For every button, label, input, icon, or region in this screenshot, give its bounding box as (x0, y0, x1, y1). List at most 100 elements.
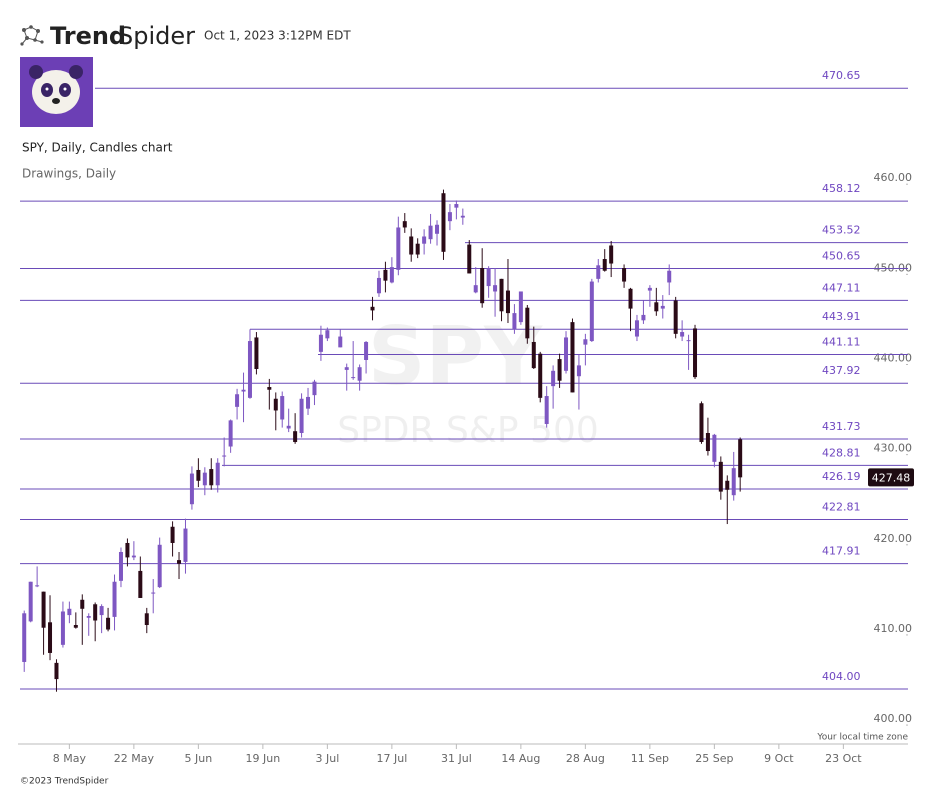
candle-body (131, 555, 136, 558)
candle-body (183, 528, 188, 562)
candle-body (118, 551, 123, 581)
candle-body (641, 314, 646, 321)
candle-body (28, 581, 33, 622)
candle-body (634, 320, 639, 337)
timestamp: Oct 1, 2023 3:12PM EDT (204, 29, 351, 43)
candle-body (686, 340, 691, 342)
candle-body (344, 367, 349, 370)
candle-body (673, 300, 678, 334)
candle-body (705, 433, 710, 452)
candle-body (189, 473, 194, 505)
candle-body (202, 472, 207, 486)
candle-body (531, 341, 536, 369)
candle-body (222, 455, 227, 457)
level-label: 447.11 (822, 281, 861, 294)
candle-body (267, 387, 272, 390)
candle-body (254, 337, 259, 369)
candle-body (460, 215, 465, 218)
candle-body (383, 269, 388, 281)
candle-body (589, 281, 594, 342)
candle-body (422, 236, 427, 244)
candle-body (428, 225, 433, 240)
candle-body (415, 243, 420, 255)
candle-body (80, 599, 85, 609)
candle-body (409, 236, 414, 255)
candle-body (680, 332, 685, 337)
candle-body (370, 306, 375, 311)
x-tick-label: 23 Oct (825, 752, 862, 765)
candle-body (99, 606, 104, 616)
x-tick-label: 3 Jul (315, 752, 339, 765)
candle-body (306, 396, 311, 409)
candle-body (725, 480, 730, 490)
candle-body (41, 591, 46, 628)
candle-body (351, 377, 356, 379)
candle-body (48, 622, 53, 653)
level-label: 443.91 (822, 310, 861, 323)
candle-body (435, 224, 440, 234)
candle-body (467, 244, 472, 274)
candle-body (512, 313, 517, 330)
candle-body (454, 204, 459, 208)
logo-icon (20, 25, 44, 46)
candle-body (138, 570, 143, 598)
candle-body (106, 617, 111, 630)
candle-body (402, 221, 407, 228)
candle-body (493, 285, 498, 292)
candle-body (693, 328, 698, 378)
candle-body (357, 367, 362, 381)
y-tick-label: 410.00 (874, 622, 913, 635)
y-tick-label: 430.00 (874, 442, 913, 455)
last-price-label: 427.48 (872, 471, 911, 484)
candle-body (667, 270, 672, 283)
candle-body (177, 560, 182, 564)
candle-body (196, 469, 201, 481)
x-tick-label: 14 Aug (501, 752, 540, 765)
candle-body (125, 542, 130, 558)
candle-body (228, 420, 233, 447)
candle-body (318, 334, 323, 352)
candle-body (151, 592, 156, 594)
candle-body (241, 389, 246, 392)
candle-body (157, 544, 162, 588)
x-tick-label: 19 Jun (246, 752, 281, 765)
candle-body (35, 585, 40, 587)
candle-body (576, 365, 581, 377)
candle-body (544, 396, 549, 424)
y-tick-label: 460.00 (874, 171, 913, 184)
chart-title: SPY, Daily, Candles chart (22, 141, 173, 155)
level-label: 450.65 (822, 249, 861, 262)
level-label: 426.19 (822, 470, 861, 483)
candle-body (273, 398, 278, 411)
candle-body (280, 396, 285, 420)
candle-body (499, 278, 504, 312)
candle-body (699, 403, 704, 443)
candle-body (338, 336, 343, 348)
candle-body (525, 307, 530, 339)
x-tick-label: 17 Jul (376, 752, 407, 765)
x-tick-label: 9 Oct (764, 752, 794, 765)
candle-body (564, 337, 569, 371)
candle-body (73, 625, 78, 628)
candle-body (602, 259, 607, 271)
x-tick-label: 25 Sep (695, 752, 733, 765)
candle-body (312, 381, 317, 396)
candle-body (299, 398, 304, 434)
candle-body (144, 613, 149, 626)
level-label: 453.52 (822, 224, 861, 237)
level-label: 422.81 (822, 500, 861, 513)
candle-body (622, 268, 627, 282)
last-price-box (868, 468, 914, 487)
candle-body (364, 341, 369, 360)
y-tick-label: 420.00 (874, 532, 913, 545)
candle-body (480, 268, 485, 304)
candle-body (235, 394, 240, 407)
level-label: 437.92 (822, 364, 861, 377)
candle-body (660, 305, 665, 309)
candle-body (609, 245, 614, 264)
candle-body (473, 285, 478, 293)
watermark: SPY (368, 310, 543, 403)
candle-body (486, 268, 491, 287)
candle-body (112, 581, 117, 617)
